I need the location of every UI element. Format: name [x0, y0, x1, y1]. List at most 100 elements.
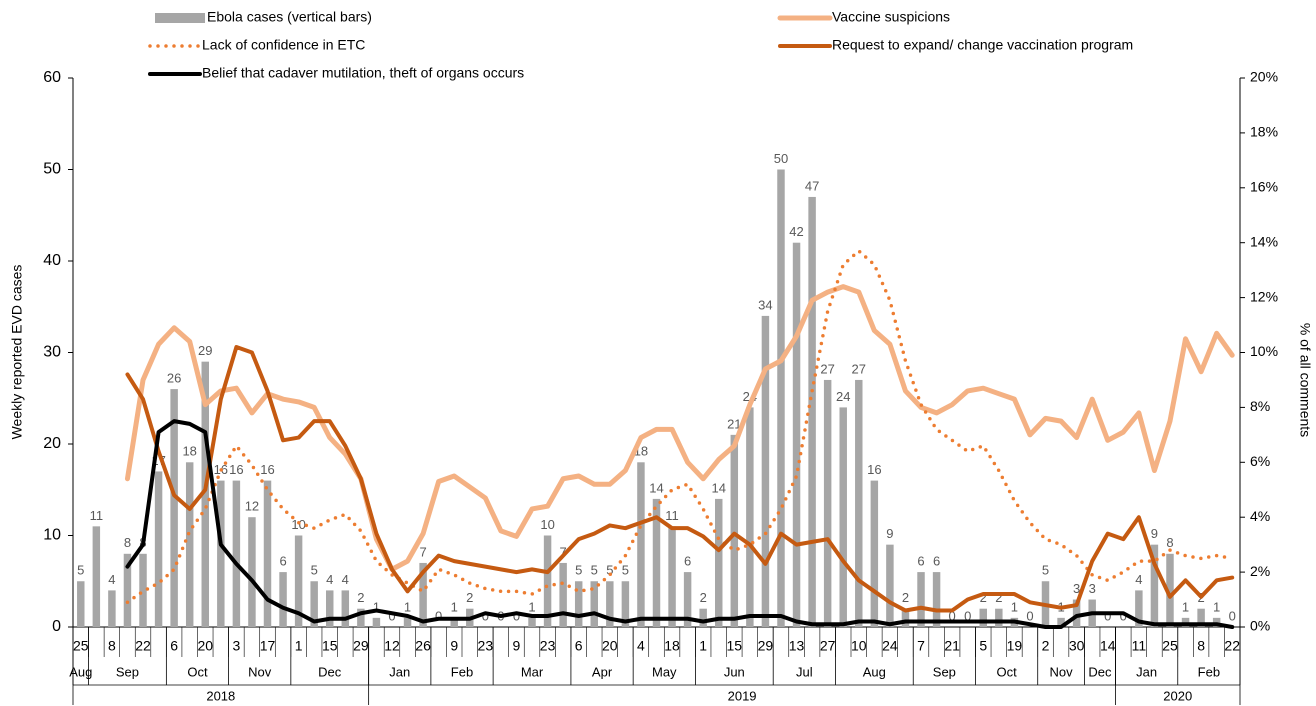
- x-tick-label: 18: [664, 638, 680, 654]
- x-months-label: Jan: [1136, 664, 1157, 679]
- y-tick-label: 10: [43, 527, 61, 544]
- x-tick-label: 6: [575, 638, 583, 654]
- x-tick-label: 26: [415, 638, 431, 654]
- data-label: 3: [1089, 581, 1096, 596]
- legend-label: Belief that cadaver mutilation, theft of…: [202, 65, 524, 81]
- data-label: 2: [995, 590, 1002, 605]
- data-label: 2: [980, 590, 987, 605]
- legend-swatch: [155, 13, 205, 23]
- bar: [1150, 544, 1159, 627]
- bar: [357, 608, 365, 627]
- bar: [839, 407, 847, 627]
- data-label: 6: [279, 554, 286, 569]
- y-tick-label: 50: [43, 161, 61, 178]
- data-label: 11: [90, 508, 104, 523]
- legend-label: Request to expand/ change vaccination pr…: [832, 37, 1133, 53]
- bar: [1072, 599, 1081, 627]
- x-tick-label: 9: [513, 638, 521, 654]
- data-label: 5: [606, 563, 613, 578]
- data-label: 4: [1135, 572, 1142, 587]
- data-label: 8: [124, 535, 131, 550]
- bar: [855, 379, 863, 627]
- line-series: [125, 345, 1235, 613]
- bar: [979, 608, 987, 627]
- x-years-label: 2018: [206, 688, 235, 703]
- data-label: 0: [435, 608, 442, 623]
- data-label: 1: [528, 599, 535, 614]
- x-tick-label: 23: [478, 638, 494, 654]
- bar: [326, 590, 334, 627]
- y-tick-label: 60: [43, 69, 61, 86]
- bar: [637, 462, 645, 627]
- x-tick-label: 17: [260, 638, 276, 654]
- x-tick-label: 23: [540, 638, 556, 654]
- bar: [170, 389, 178, 627]
- x-months-label: Jul: [796, 664, 813, 679]
- data-label: 4: [108, 572, 115, 587]
- x-months-label: Aug: [863, 664, 886, 679]
- bar: [1197, 608, 1205, 627]
- bar: [185, 462, 194, 627]
- bar: [139, 553, 147, 627]
- data-label: 1: [404, 599, 411, 614]
- data-label: 11: [665, 508, 679, 523]
- y2-tick-label: 20%: [1250, 69, 1278, 85]
- data-label: 0: [1120, 608, 1127, 623]
- bar: [777, 169, 785, 627]
- x-tick-label: 19: [1007, 638, 1023, 654]
- bar: [372, 617, 381, 627]
- bar: [652, 498, 661, 627]
- x-months-label: Sep: [116, 664, 139, 679]
- data-label: 5: [622, 563, 629, 578]
- data-label: 1: [1182, 599, 1189, 614]
- x-tick-label: 29: [758, 638, 774, 654]
- x-tick-label: 1: [295, 638, 303, 654]
- data-label: 3: [1073, 581, 1080, 596]
- x-tick-label: 22: [135, 638, 151, 654]
- data-label: 50: [774, 151, 788, 166]
- bar: [730, 434, 739, 627]
- bar: [201, 361, 209, 627]
- data-label: 2: [466, 590, 473, 605]
- data-label: 9: [886, 526, 893, 541]
- bar: [715, 498, 723, 627]
- x-tick-label: 21: [944, 638, 960, 654]
- y2-axis-title: % of all comments: [1297, 323, 1313, 437]
- data-label: 5: [575, 563, 582, 578]
- data-label: 6: [917, 554, 924, 569]
- bar: [108, 590, 116, 627]
- data-label: 24: [836, 389, 850, 404]
- data-label: 0: [1104, 608, 1111, 623]
- x-tick-label: 3: [232, 638, 240, 654]
- bar: [1135, 590, 1143, 627]
- data-label: 1: [373, 599, 380, 614]
- line-series: [124, 284, 1235, 572]
- data-label: 2: [902, 590, 909, 605]
- x-months-label: Nov: [1049, 664, 1073, 679]
- data-label: 0: [388, 608, 395, 623]
- bar: [279, 572, 287, 627]
- bar: [77, 581, 85, 627]
- x-tick-label: 14: [1100, 638, 1116, 654]
- bar: [746, 407, 754, 627]
- y2-tick-label: 4%: [1250, 508, 1270, 524]
- y2-tick-label: 2%: [1250, 563, 1270, 579]
- x-tick-label: 30: [1069, 638, 1085, 654]
- x-tick-label: 29: [353, 638, 369, 654]
- bar: [761, 315, 770, 627]
- bar: [232, 480, 241, 627]
- data-label: 5: [311, 563, 318, 578]
- bar: [995, 608, 1003, 627]
- bar: [699, 608, 707, 627]
- x-months-label: Dec: [318, 664, 342, 679]
- data-label: 14: [712, 480, 726, 495]
- bar: [294, 535, 303, 627]
- bar: [668, 526, 676, 627]
- bar: [870, 480, 879, 627]
- bar: [917, 572, 925, 627]
- x-months-label: May: [652, 664, 677, 679]
- x-months-label: Aug: [69, 664, 92, 679]
- x-years-label: 2019: [728, 688, 757, 703]
- data-label: 6: [933, 554, 940, 569]
- x-months-label: Jan: [389, 664, 410, 679]
